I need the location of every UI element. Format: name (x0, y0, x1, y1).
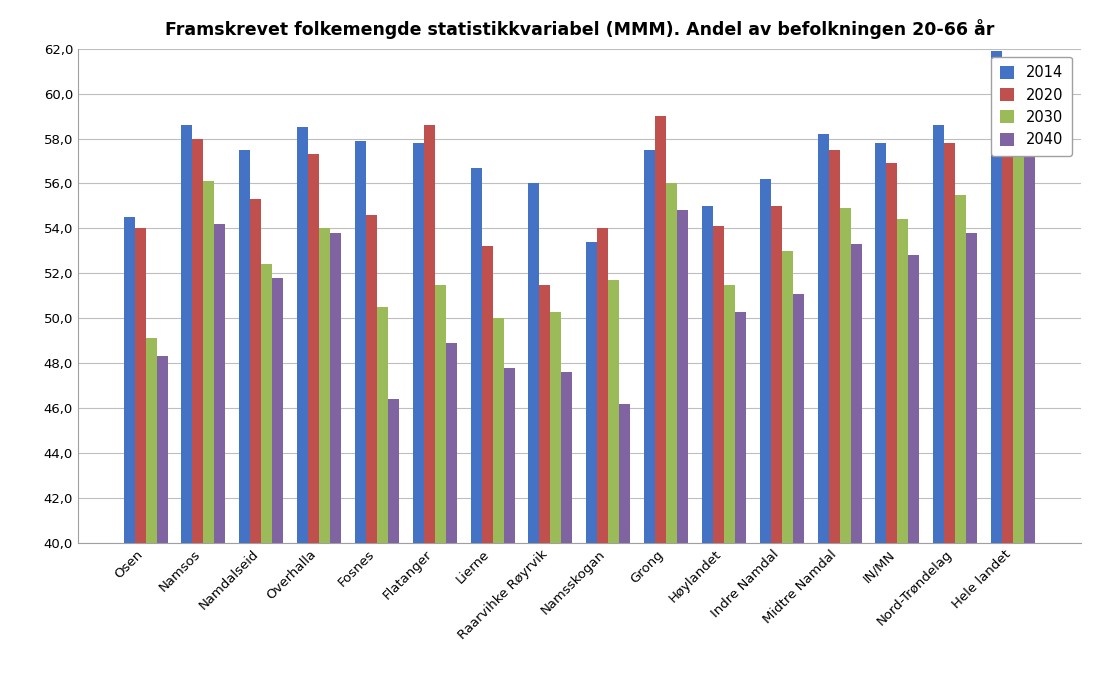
Bar (412, 143, 423, 696)
Bar (955, 195, 966, 696)
Bar (561, 372, 573, 696)
Bar (818, 134, 829, 696)
Bar (365, 215, 377, 696)
Bar (829, 150, 840, 696)
Bar (146, 338, 157, 696)
Bar (446, 343, 457, 696)
Bar (124, 217, 135, 696)
Bar (297, 127, 309, 696)
Bar (492, 318, 504, 696)
Bar (377, 307, 388, 696)
Bar (319, 228, 330, 696)
Bar (966, 233, 977, 696)
Bar (539, 285, 550, 696)
Bar (644, 150, 655, 696)
Bar (528, 184, 539, 696)
Bar (182, 125, 193, 696)
Bar (388, 399, 399, 696)
Bar (240, 150, 251, 696)
Bar (355, 141, 365, 696)
Bar (724, 285, 735, 696)
Bar (876, 143, 887, 696)
Bar (193, 139, 204, 696)
Bar (504, 367, 515, 696)
Bar (309, 155, 319, 696)
Bar (677, 210, 688, 696)
Bar (898, 219, 908, 696)
Bar (793, 294, 803, 696)
Title: Framskrevet folkemengde statistikkvariabel (MMM). Andel av befolkningen 20-66 år: Framskrevet folkemengde statistikkvariab… (165, 19, 994, 39)
Bar (760, 179, 771, 696)
Bar (423, 125, 434, 696)
Bar (934, 125, 945, 696)
Bar (1001, 65, 1013, 696)
Bar (991, 51, 1001, 696)
Bar (550, 312, 561, 696)
Bar (782, 251, 793, 696)
Bar (251, 199, 261, 696)
Bar (135, 228, 146, 696)
Bar (619, 404, 631, 696)
Bar (261, 264, 272, 696)
Bar (597, 228, 608, 696)
Bar (1024, 152, 1035, 696)
Bar (850, 244, 861, 696)
Bar (655, 116, 666, 696)
Bar (771, 206, 782, 696)
Bar (434, 285, 446, 696)
Bar (713, 226, 724, 696)
Bar (586, 242, 597, 696)
Bar (272, 278, 283, 696)
Bar (481, 246, 492, 696)
Bar (887, 164, 898, 696)
Bar (204, 181, 214, 696)
Bar (157, 356, 167, 696)
Bar (1013, 107, 1024, 696)
Bar (840, 208, 850, 696)
Bar (702, 206, 713, 696)
Bar (330, 233, 341, 696)
Legend: 2014, 2020, 2030, 2040: 2014, 2020, 2030, 2040 (991, 56, 1073, 156)
Bar (470, 168, 481, 696)
Bar (666, 184, 677, 696)
Bar (908, 255, 919, 696)
Bar (608, 280, 619, 696)
Bar (214, 224, 225, 696)
Bar (735, 312, 746, 696)
Bar (945, 143, 955, 696)
